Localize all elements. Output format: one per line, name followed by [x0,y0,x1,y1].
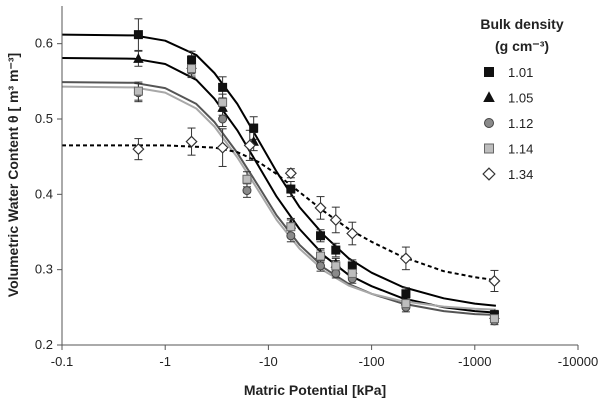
point-1.14 [287,223,295,231]
legend-label-1.01: 1.01 [508,65,533,80]
point-1.01 [219,83,227,91]
point-1.01 [250,124,258,132]
y-tick-label: 0.6 [35,36,53,51]
legend-label-1.05: 1.05 [508,91,533,106]
x-tick-label: -10000 [558,354,598,369]
point-1.14 [188,65,196,73]
legend-label-1.34: 1.34 [508,167,533,182]
point-1.14 [134,87,142,95]
point-1.01 [134,31,142,39]
legend-label-1.12: 1.12 [508,116,533,131]
legend-title-units: (g cm⁻³) [495,38,549,54]
point-1.01 [317,232,325,240]
point-1.12 [317,262,325,270]
legend-marker-1.12 [485,119,494,128]
x-tick-label: -1000 [458,354,491,369]
point-1.14 [332,262,340,270]
x-axis-label: Matric Potential [kPa] [244,382,386,398]
point-1.12 [219,115,227,123]
point-1.14 [243,175,251,183]
legend-title: Bulk density [480,16,563,32]
legend-marker-1.14 [485,144,494,153]
x-tick-label: -0.1 [51,354,73,369]
legend-marker-1.01 [485,68,494,77]
legend-label-1.14: 1.14 [508,142,533,157]
point-1.14 [490,315,498,323]
x-tick-label: -100 [359,354,385,369]
y-tick-label: 0.5 [35,111,53,126]
point-1.14 [219,98,227,106]
x-tick-label: -10 [259,354,278,369]
point-1.12 [287,232,295,240]
point-1.14 [402,300,410,308]
point-1.12 [243,187,251,195]
y-tick-label: 0.4 [35,186,53,201]
point-1.01 [332,246,340,254]
point-1.14 [348,269,356,277]
point-1.12 [332,269,340,277]
point-1.14 [317,252,325,260]
x-tick-label: -1 [159,354,171,369]
y-tick-label: 0.3 [35,262,53,277]
point-1.01 [287,185,295,193]
y-tick-label: 0.2 [35,337,53,352]
y-axis-label: Volumetric Water Content θ [ m³ m⁻³] [5,53,21,297]
